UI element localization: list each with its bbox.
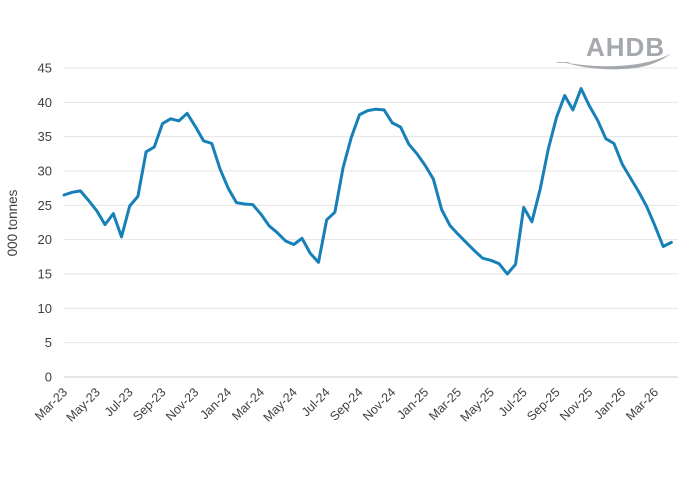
x-tick-label: Nov-23	[163, 385, 201, 423]
y-axis-title: 000 tonnes	[5, 189, 20, 256]
y-tick-label: 30	[38, 164, 52, 179]
y-tick-label: 40	[38, 95, 52, 110]
y-tick-label: 5	[45, 335, 52, 350]
y-tick-label: 10	[38, 301, 52, 316]
x-tick-label: Nov-24	[360, 385, 398, 423]
data-series	[62, 87, 673, 276]
y-tick-label: 45	[38, 61, 52, 76]
x-tick-label: Mar-25	[426, 385, 464, 423]
x-tick-label: Jan-24	[197, 385, 234, 422]
x-tick-label: Mar-24	[229, 385, 267, 423]
y-tick-label: 15	[38, 267, 52, 282]
x-tick-label: May-23	[64, 385, 103, 424]
y-tick-label: 0	[45, 370, 52, 385]
x-tick-label: Sep-23	[130, 385, 168, 423]
x-tick-label: Nov-25	[557, 385, 595, 423]
gridlines	[64, 67, 678, 378]
x-tick-label: Sep-24	[327, 385, 365, 423]
y-tick-label: 20	[38, 232, 52, 247]
y-tick-label: 25	[38, 198, 52, 213]
x-tick-label: Mar-26	[623, 385, 661, 423]
ahdb-logo-underline	[557, 62, 569, 63]
x-tick-label: May-25	[458, 385, 497, 424]
ahdb-logo: AHDB	[557, 32, 671, 70]
ahdb-logo-swoosh-icon	[563, 53, 671, 70]
x-tick-label: Sep-25	[524, 385, 562, 423]
series-line	[62, 87, 673, 276]
x-tick-label: May-24	[261, 385, 300, 424]
ahdb-logo-text: AHDB	[586, 32, 665, 62]
x-tick-label: Jan-25	[394, 385, 431, 422]
x-tick-label: Jan-26	[591, 385, 628, 422]
y-axis-tick-labels: 0 5 10 15 20 25 30 35 40 45	[38, 61, 52, 385]
x-tick-label: Mar-23	[32, 385, 70, 423]
x-axis-tick-labels: Mar-23May-23Jul-23Sep-23Nov-23Jan-24Mar-…	[32, 385, 661, 424]
y-tick-label: 35	[38, 129, 52, 144]
